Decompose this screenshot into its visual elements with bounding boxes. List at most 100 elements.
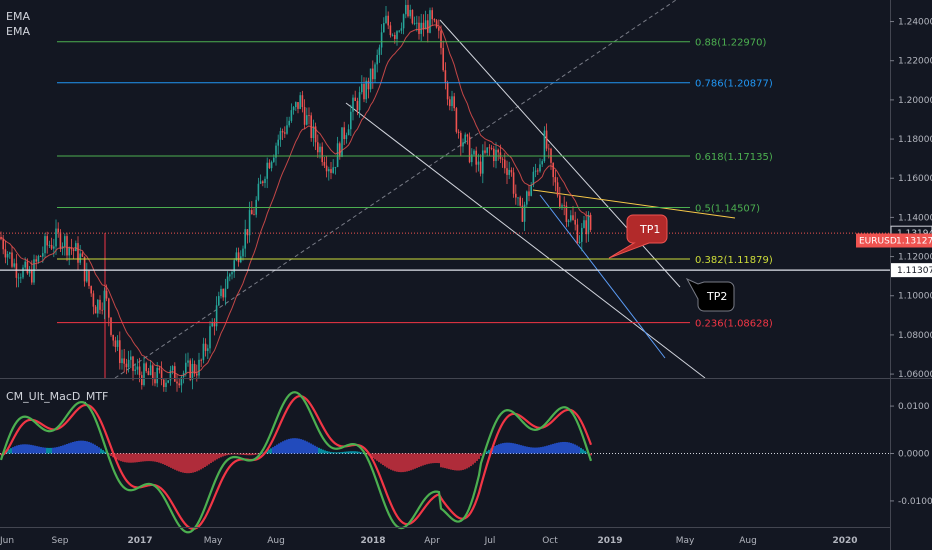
histogram-bar bbox=[214, 453, 216, 461]
tp1-callout bbox=[608, 214, 668, 259]
histogram-bar bbox=[200, 453, 202, 470]
histogram-bar bbox=[40, 446, 42, 454]
histogram-bar bbox=[340, 452, 342, 454]
candle-body bbox=[486, 147, 488, 153]
histogram-bar bbox=[144, 453, 146, 462]
histogram-bar bbox=[164, 453, 166, 465]
candle-body bbox=[110, 317, 112, 335]
x-tick-label: Jul bbox=[484, 536, 496, 546]
histogram-bar bbox=[410, 453, 412, 471]
candle-body bbox=[303, 107, 306, 125]
drawings bbox=[104, 0, 736, 379]
candle-body bbox=[295, 102, 297, 108]
histogram-bar bbox=[142, 453, 144, 462]
histogram-bar bbox=[516, 444, 518, 454]
histogram-bar bbox=[186, 453, 188, 474]
histogram-bar bbox=[518, 444, 520, 454]
histogram-bar bbox=[504, 442, 506, 454]
histogram-bar bbox=[582, 449, 584, 454]
candle-body bbox=[136, 366, 139, 370]
candle-body bbox=[391, 35, 394, 36]
candle-body bbox=[262, 181, 264, 184]
histogram-bar bbox=[312, 444, 314, 454]
histogram-bar bbox=[394, 453, 396, 472]
candle-body bbox=[237, 252, 240, 263]
histogram-bar bbox=[392, 453, 394, 471]
histogram-bar bbox=[170, 453, 172, 468]
signal-line bbox=[0, 394, 593, 530]
candle-body bbox=[116, 340, 119, 347]
candle-body bbox=[253, 214, 255, 216]
histogram-bar bbox=[360, 452, 362, 454]
histogram-bar bbox=[346, 451, 348, 454]
candle-body bbox=[154, 379, 156, 384]
candle-body bbox=[570, 215, 572, 221]
histogram-bar bbox=[386, 453, 388, 468]
candle-body bbox=[158, 367, 161, 371]
y-tick-label: 1.22000 bbox=[898, 57, 932, 67]
histogram-bar bbox=[202, 453, 204, 469]
histogram-bar bbox=[116, 453, 118, 460]
candle-body bbox=[50, 245, 53, 249]
histogram-bar bbox=[172, 453, 174, 469]
candle-body bbox=[396, 31, 398, 39]
histogram-bar bbox=[550, 444, 552, 454]
ema-label-2[interactable]: EMA bbox=[6, 25, 30, 38]
y-tick-label: 1.14000 bbox=[898, 213, 932, 223]
histogram-bar bbox=[68, 443, 70, 454]
histogram-bar bbox=[528, 447, 530, 454]
histogram-bar bbox=[58, 446, 60, 454]
histogram-bar bbox=[566, 442, 568, 454]
histogram-bar bbox=[354, 451, 356, 454]
candle-body bbox=[464, 134, 466, 143]
candle-body bbox=[123, 358, 125, 364]
candle-body bbox=[149, 365, 152, 376]
candle-body bbox=[24, 261, 26, 268]
candle-body bbox=[281, 131, 284, 133]
candle-body bbox=[189, 360, 191, 380]
oscillator-label[interactable]: CM_Ult_MacD_MTF bbox=[6, 390, 109, 403]
histogram-bar bbox=[382, 453, 384, 466]
histogram-bar bbox=[494, 446, 496, 454]
candle-body bbox=[288, 120, 290, 126]
candle-body bbox=[583, 220, 585, 228]
histogram-bar bbox=[416, 453, 418, 468]
histogram-bar bbox=[302, 439, 304, 454]
x-tick-label: Sep bbox=[52, 536, 69, 546]
histogram-bar bbox=[508, 442, 510, 454]
histogram-bar bbox=[30, 444, 32, 454]
histogram-bar bbox=[350, 451, 352, 454]
candle-body bbox=[526, 191, 528, 205]
candle-body bbox=[460, 132, 462, 147]
candle-body bbox=[55, 228, 57, 247]
candle-body bbox=[215, 305, 218, 327]
histogram-bar bbox=[458, 453, 460, 471]
candle-body bbox=[251, 210, 253, 215]
candle-body bbox=[275, 145, 277, 158]
candle-body bbox=[385, 15, 387, 24]
histogram-bar bbox=[306, 441, 308, 454]
histogram-bar bbox=[230, 453, 232, 455]
ema-label-1[interactable]: EMA bbox=[6, 10, 30, 23]
candle-body bbox=[418, 22, 420, 34]
candle-body bbox=[105, 290, 108, 299]
histogram-bar bbox=[108, 453, 110, 455]
candle-body bbox=[213, 321, 216, 327]
symbol-price: 1.13127 bbox=[896, 236, 932, 246]
histogram-bar bbox=[496, 445, 498, 454]
candle-body bbox=[365, 80, 367, 100]
histogram-bar bbox=[440, 453, 442, 468]
histogram-bar bbox=[422, 453, 424, 466]
histogram-bar bbox=[50, 447, 52, 454]
candle-body bbox=[90, 286, 92, 294]
histogram-bar bbox=[336, 452, 338, 454]
candle-body bbox=[248, 210, 251, 236]
candle-body bbox=[167, 380, 169, 383]
x-tick-label: 2017 bbox=[127, 536, 152, 546]
candle-body bbox=[374, 64, 376, 80]
histogram-bar bbox=[372, 453, 374, 458]
candle-body bbox=[453, 96, 455, 109]
candle-body bbox=[336, 143, 339, 168]
histogram-bar bbox=[16, 445, 18, 454]
